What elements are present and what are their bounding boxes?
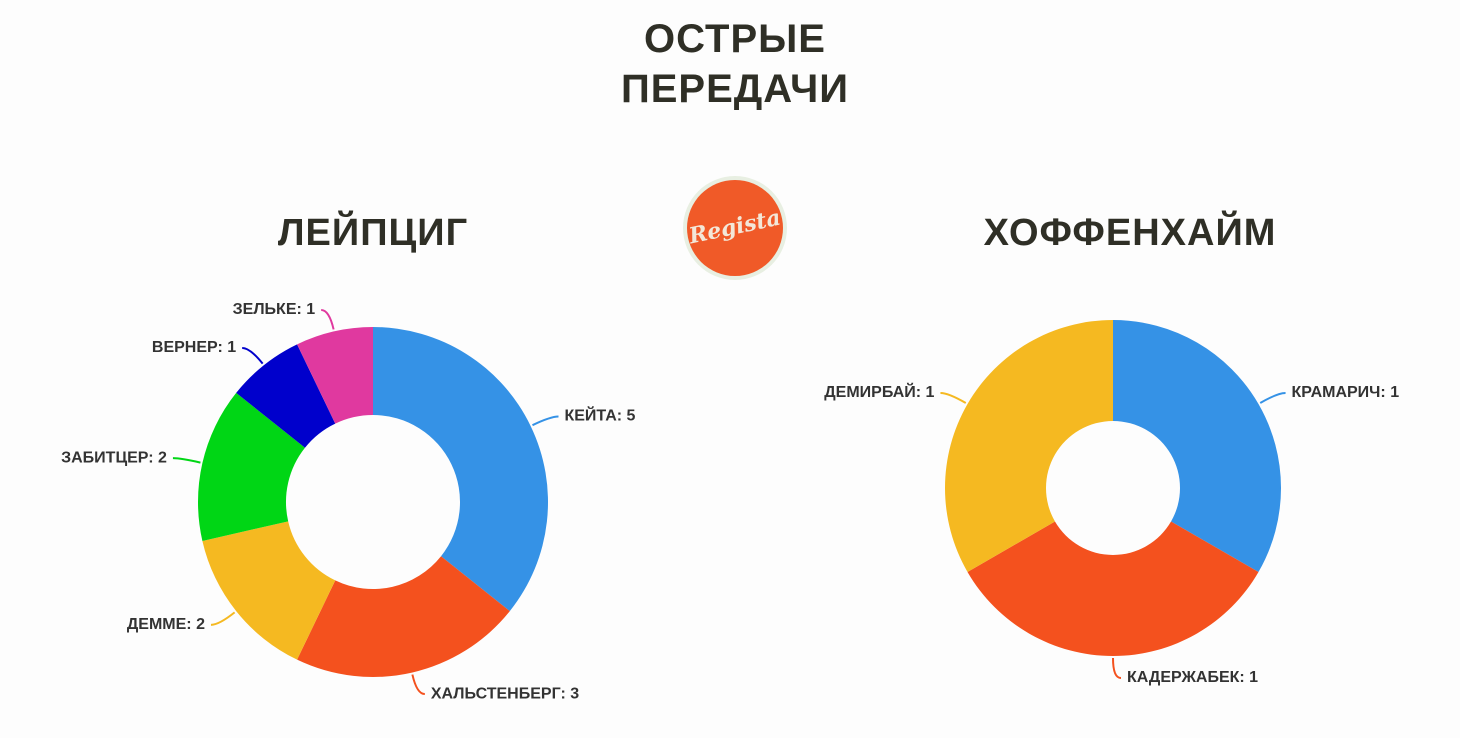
data-label: КЕЙТА: 5 [564,406,635,425]
leader-line [210,611,236,626]
data-label: ЗЕЛЬКЕ: 1 [233,301,316,318]
pie-slice [1113,320,1281,572]
pie-slice [297,556,510,677]
chart-title: ХОФФЕНХАЙМ [984,209,1277,254]
pie-slice [236,344,336,448]
leader-line [1112,657,1122,679]
chart-title: ЛЕЙПЦИГ [278,209,468,254]
leader-line [411,674,425,696]
data-label: КАДЕРЖАБЕК: 1 [1127,669,1258,686]
leader-line [940,392,967,404]
leader-line [532,415,559,427]
leader-line [172,457,201,464]
leader-line [321,308,335,330]
data-label: ВЕРНЕР: 1 [152,339,236,356]
pie-slice [945,320,1113,572]
pie-slice [297,327,373,424]
leader-line [1259,392,1286,404]
data-label: ДЕММЕ: 2 [127,616,205,633]
pie-slice [967,521,1259,656]
data-label: ХАЛЬСТЕНБЕРГ: 3 [431,685,579,702]
leader-line [242,346,264,365]
pie-slice [198,392,305,541]
logo-circle [687,180,783,276]
pie-slice [202,521,336,660]
data-label: КРАМАРИЧ: 1 [1292,384,1400,401]
data-label: ДЕМИРБАЙ: 1 [824,382,934,401]
page-title: ОСТРЫЕ ПЕРЕДАЧИ [621,17,849,111]
data-label: ЗАБИТЦЕР: 2 [61,449,167,466]
pie-slice [373,327,548,612]
